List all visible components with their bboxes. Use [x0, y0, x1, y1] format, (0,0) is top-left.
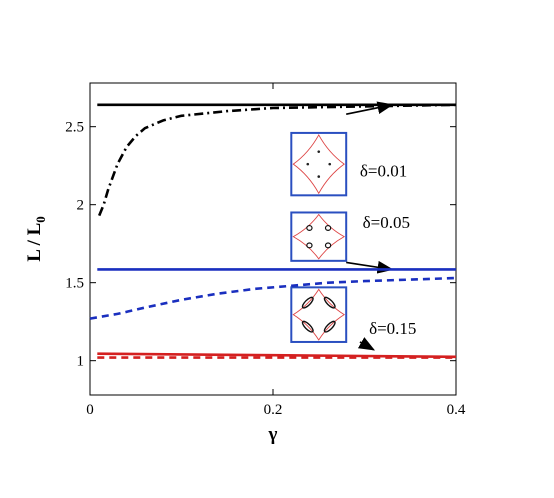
inset-contour [292, 133, 345, 195]
svg-text:L / L0: L / L0 [24, 216, 48, 262]
x-tick-label: 0.2 [264, 402, 283, 418]
x-tick-label: 0.4 [447, 402, 466, 418]
inset-dot [317, 175, 321, 178]
y-tick-label: 1 [77, 354, 85, 370]
inset-pocket [301, 296, 314, 309]
inset-frame [290, 211, 348, 262]
series-line [97, 103, 457, 217]
annotations: δ=0.01 δ=0.05 δ=0.15 [360, 162, 417, 339]
inset-pocket [324, 224, 332, 231]
inset-pocket [306, 224, 313, 231]
axis-ticks: 0 0.2 0.4 1 1.5 2 2.5 [65, 83, 466, 418]
inset-frame [290, 131, 348, 197]
inset-delta-0.15 [290, 286, 376, 351]
x-tick-label: 0 [86, 402, 94, 418]
y-tick-label: 1.5 [65, 276, 84, 292]
series-line [89, 276, 457, 320]
insets [290, 101, 394, 351]
x-axis-label: γ [268, 424, 278, 445]
y-axis-label: L / L0 [24, 216, 48, 262]
inset-dot [328, 162, 332, 166]
series-line [97, 352, 457, 359]
inset-frame [290, 286, 348, 343]
delta-annotation: δ=0.01 [360, 162, 407, 181]
y-tick-label: 2.5 [65, 120, 84, 136]
delta-annotation: δ=0.05 [363, 213, 410, 232]
inset-delta-0.05 [290, 211, 394, 274]
inset-dot [306, 162, 310, 166]
inset-pocket [306, 242, 313, 249]
inset-pocket [323, 296, 336, 309]
series-lines [89, 103, 457, 359]
inset-contour [292, 288, 346, 341]
inset-pocket [324, 242, 332, 249]
inset-pocket [323, 320, 336, 333]
inset-pocket [301, 320, 314, 333]
delta-annotation: δ=0.15 [369, 319, 416, 338]
inset-contour [292, 213, 346, 260]
inset-delta-0.01 [290, 101, 394, 197]
inset-dot [317, 150, 321, 153]
y-tick-label: 2 [77, 198, 85, 214]
inset-arrow [357, 337, 376, 351]
